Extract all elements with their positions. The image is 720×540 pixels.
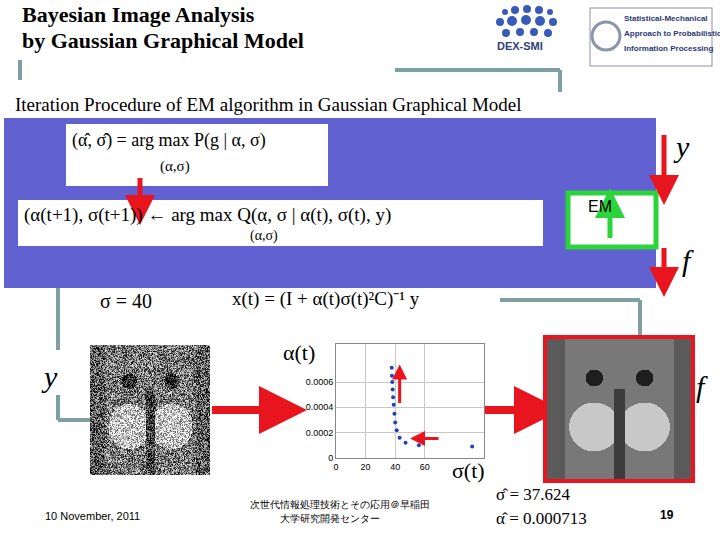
svg-text:0.0006: 0.0006 — [306, 377, 334, 387]
html-text:σ(t): σ(t) — [452, 458, 485, 483]
html-text:(α,σ): (α,σ) — [160, 158, 190, 174]
svg-text:60: 60 — [420, 462, 430, 472]
html-text:σ̂ = 37.624: σ̂ = 37.624 — [496, 485, 570, 504]
html-text:19: 19 — [660, 508, 674, 522]
svg-text:0: 0 — [328, 453, 333, 463]
html-text:y: y — [676, 130, 690, 163]
svg-text:0.0004: 0.0004 — [306, 402, 334, 412]
html-text:Information Processing: Information Processing — [624, 44, 714, 53]
html-text:Statistical-Mechanical: Statistical-Mechanical — [624, 14, 708, 23]
html-text:(α(t+1), σ(t+1)) ← arg max Q(α: (α(t+1), σ(t+1)) ← arg max Q(α, σ | α(t)… — [24, 204, 392, 225]
html-text:σ = 40: σ = 40 — [100, 290, 153, 312]
html-text:by Gaussian Graphical Model: by Gaussian Graphical Model — [22, 28, 304, 53]
html-text:DEX-SMI: DEX-SMI — [497, 40, 543, 52]
svg-text:0.0002: 0.0002 — [306, 428, 334, 438]
html-text:α(t): α(t) — [283, 340, 316, 365]
html-text:10 November, 2011: 10 November, 2011 — [45, 510, 141, 522]
html-text:x(t) = (I + α(t)σ(t)²C)⁻¹ y: x(t) = (I + α(t)σ(t)²C)⁻¹ y — [232, 288, 420, 309]
html-text:(α̂, σ̂) = arg max P(g | α, σ): (α̂, σ̂) = arg max P(g | α, σ) — [72, 130, 266, 150]
html-text:y: y — [44, 360, 58, 393]
html-text:Bayesian Image Analysis: Bayesian Image Analysis — [22, 2, 255, 27]
html-text:大学研究開発センター: 大学研究開発センター — [280, 513, 380, 524]
svg-text:0: 0 — [333, 462, 338, 472]
html-text:α̂ = 0.000713: α̂ = 0.000713 — [496, 509, 587, 528]
html-text:(α,σ): (α,σ) — [250, 228, 278, 243]
html-text:f: f — [682, 244, 691, 277]
html-text:次世代情報処理技術とその応用＠早稲田: 次世代情報処理技術とその応用＠早稲田 — [250, 499, 430, 510]
html-text:Iteration Procedure of EM algo: Iteration Procedure of EM algorithm in G… — [15, 94, 522, 115]
svg-text:40: 40 — [390, 462, 400, 472]
html-text:EM: EM — [588, 198, 612, 215]
svg-text:20: 20 — [361, 462, 371, 472]
html-text:f: f — [696, 370, 705, 403]
